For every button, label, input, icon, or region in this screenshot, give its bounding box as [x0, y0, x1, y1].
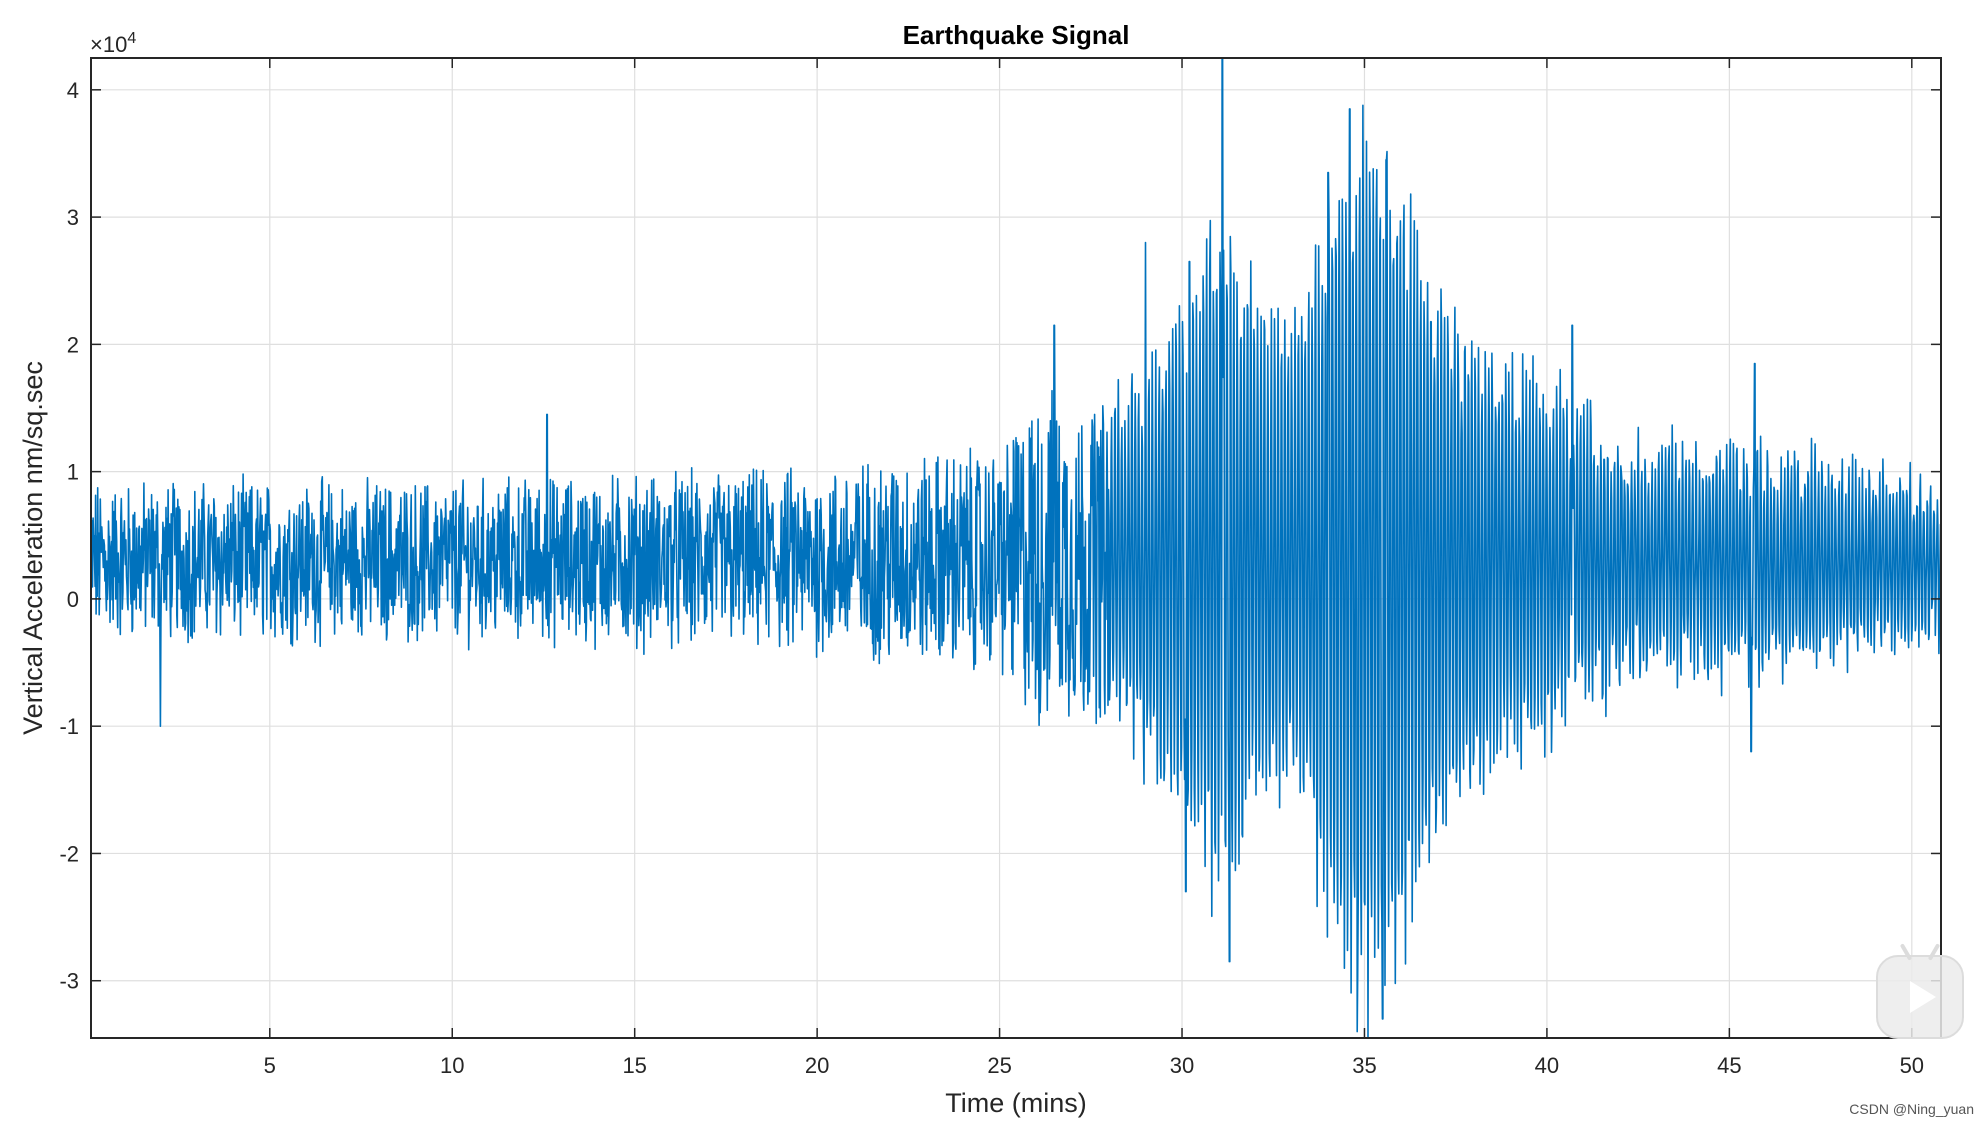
y-tick-label: 0 [67, 587, 79, 612]
watermark: CSDN @Ning_yuan [1849, 1101, 1974, 1117]
x-tick-label: 10 [440, 1053, 464, 1078]
series-layer [90, 57, 1942, 1039]
y-tick-label: -2 [59, 841, 79, 866]
x-tick-label: 45 [1717, 1053, 1741, 1078]
x-axis-label: Time (mins) [945, 1088, 1087, 1118]
signal-series-line [90, 57, 1942, 1039]
y-tick-label: -3 [59, 969, 79, 994]
x-tick-label: 40 [1535, 1053, 1559, 1078]
y-tick-labels: -3 -2 -1 0 1 2 3 4 [59, 78, 79, 994]
x-tick-label: 15 [622, 1053, 646, 1078]
plot-frame [90, 57, 1942, 1039]
y-tick-label: 2 [67, 332, 79, 357]
y-exponent-power: 4 [127, 30, 136, 47]
x-tick-label: 25 [987, 1053, 1011, 1078]
x-tick-label: 30 [1170, 1053, 1194, 1078]
x-tick-labels: 5 10 15 20 25 30 35 40 45 50 [264, 1053, 1924, 1078]
y-tick-label: 4 [67, 78, 79, 103]
y-tick-label: -1 [59, 714, 79, 739]
y-tick-label: 1 [67, 460, 79, 485]
x-tick-label: 35 [1352, 1053, 1376, 1078]
x-tick-label: 5 [264, 1053, 276, 1078]
chart-title: Earthquake Signal [903, 20, 1130, 50]
x-tick-label: 20 [805, 1053, 829, 1078]
video-play-badge[interactable] [1876, 943, 1964, 1039]
video-play-icon [1910, 981, 1936, 1013]
x-tick-label: 50 [1900, 1053, 1924, 1078]
y-tick-label: 3 [67, 205, 79, 230]
y-exponent-label: ×104 [90, 30, 136, 57]
y-axis-label: Vertical Acceleration nm/sq.sec [18, 361, 48, 735]
